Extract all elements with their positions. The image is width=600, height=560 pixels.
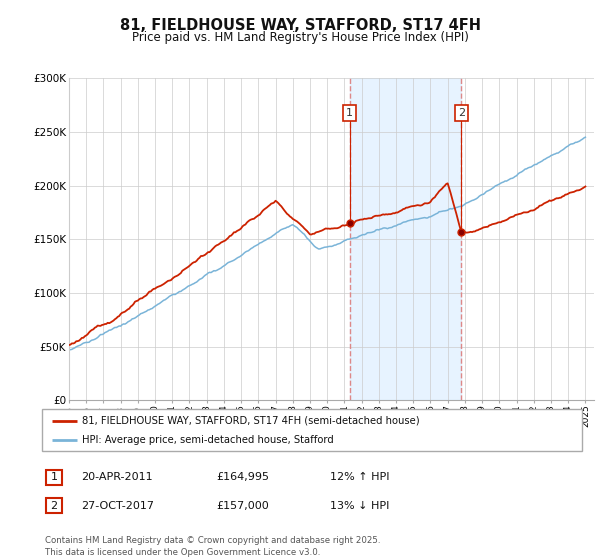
Text: HPI: Average price, semi-detached house, Stafford: HPI: Average price, semi-detached house,… xyxy=(83,435,334,445)
Bar xyxy=(350,78,461,400)
Text: £157,000: £157,000 xyxy=(216,501,269,511)
Text: 2: 2 xyxy=(458,108,465,118)
Text: Price paid vs. HM Land Registry's House Price Index (HPI): Price paid vs. HM Land Registry's House … xyxy=(131,31,469,44)
Text: 12% ↑ HPI: 12% ↑ HPI xyxy=(330,472,389,482)
Text: 81, FIELDHOUSE WAY, STAFFORD, ST17 4FH: 81, FIELDHOUSE WAY, STAFFORD, ST17 4FH xyxy=(119,18,481,33)
Text: 20-APR-2011: 20-APR-2011 xyxy=(81,472,152,482)
Text: Contains HM Land Registry data © Crown copyright and database right 2025.
This d: Contains HM Land Registry data © Crown c… xyxy=(45,536,380,557)
Text: 2: 2 xyxy=(50,501,58,511)
Text: 81, FIELDHOUSE WAY, STAFFORD, ST17 4FH (semi-detached house): 81, FIELDHOUSE WAY, STAFFORD, ST17 4FH (… xyxy=(83,416,420,426)
Text: 13% ↓ HPI: 13% ↓ HPI xyxy=(330,501,389,511)
Text: £164,995: £164,995 xyxy=(216,472,269,482)
Text: 27-OCT-2017: 27-OCT-2017 xyxy=(81,501,154,511)
Text: 1: 1 xyxy=(50,472,58,482)
Text: 1: 1 xyxy=(346,108,353,118)
